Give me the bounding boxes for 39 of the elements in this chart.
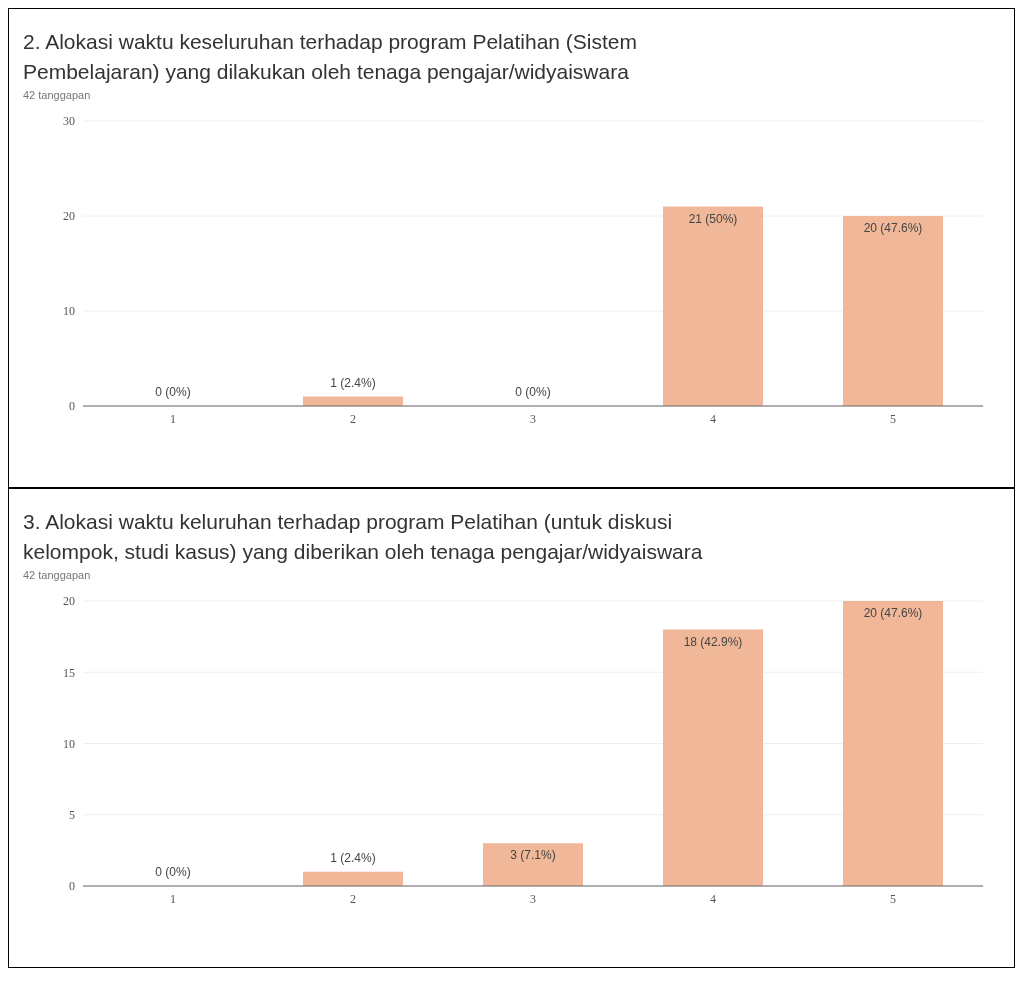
data-label: 20 (47.6%)	[863, 221, 923, 235]
chart-subtitle: 42 tanggapan	[23, 89, 92, 101]
data-label: 21 (50%)	[688, 211, 738, 226]
chart-title: 2. Alokasi waktu keseluruhan terhadap program Pelatihan (Sistem Pembelajaran) yang dilakukan oleh tenaga pengajar/widyaiswara	[23, 29, 638, 85]
x-tick-label: 5	[890, 411, 896, 426]
bar	[663, 206, 763, 406]
data-label: 0 (0%)	[515, 385, 551, 399]
x-tick-label: 4	[710, 411, 716, 426]
bar	[843, 601, 943, 886]
x-tick-label: 5	[890, 891, 896, 906]
x-tick-label: 2	[350, 411, 356, 426]
data-label: 0 (0%)	[155, 865, 191, 879]
chart-subtitle: 42 tanggapan	[23, 569, 92, 581]
bar	[843, 216, 943, 406]
y-tick-label: 10	[63, 736, 75, 751]
data-label: 3 (7.1%)	[510, 848, 556, 863]
x-tick-label: 2	[350, 891, 356, 906]
x-tick-label: 4	[710, 891, 716, 906]
chart-title: 3. Alokasi waktu keluruhan terhadap program Pelatihan (untuk diskusi kelompok, studi kasus) yang diberikan oleh tenaga pengajar/widyaiswara	[23, 509, 704, 565]
bar	[483, 843, 583, 886]
y-tick-label: 15	[63, 665, 75, 680]
data-label: 1 (2.4%)	[330, 850, 376, 865]
y-tick-label: 5	[69, 808, 75, 823]
x-tick-label: 3	[530, 891, 536, 906]
x-tick-label: 1	[170, 411, 176, 426]
y-tick-label: 20	[63, 209, 75, 224]
bar	[303, 871, 403, 886]
data-label: 20 (47.6%)	[863, 606, 923, 620]
y-tick-label: 0	[69, 399, 75, 414]
y-tick-label: 0	[69, 879, 75, 894]
x-tick-label: 3	[530, 411, 536, 426]
y-tick-label: 20	[63, 594, 75, 609]
x-tick-label: 1	[170, 891, 176, 906]
bar	[663, 629, 763, 886]
data-label: 0 (0%)	[155, 385, 191, 399]
y-tick-label: 10	[63, 304, 75, 319]
data-label: 18 (42.9%)	[683, 634, 743, 649]
y-tick-label: 30	[63, 114, 75, 129]
data-label: 1 (2.4%)	[330, 375, 376, 390]
